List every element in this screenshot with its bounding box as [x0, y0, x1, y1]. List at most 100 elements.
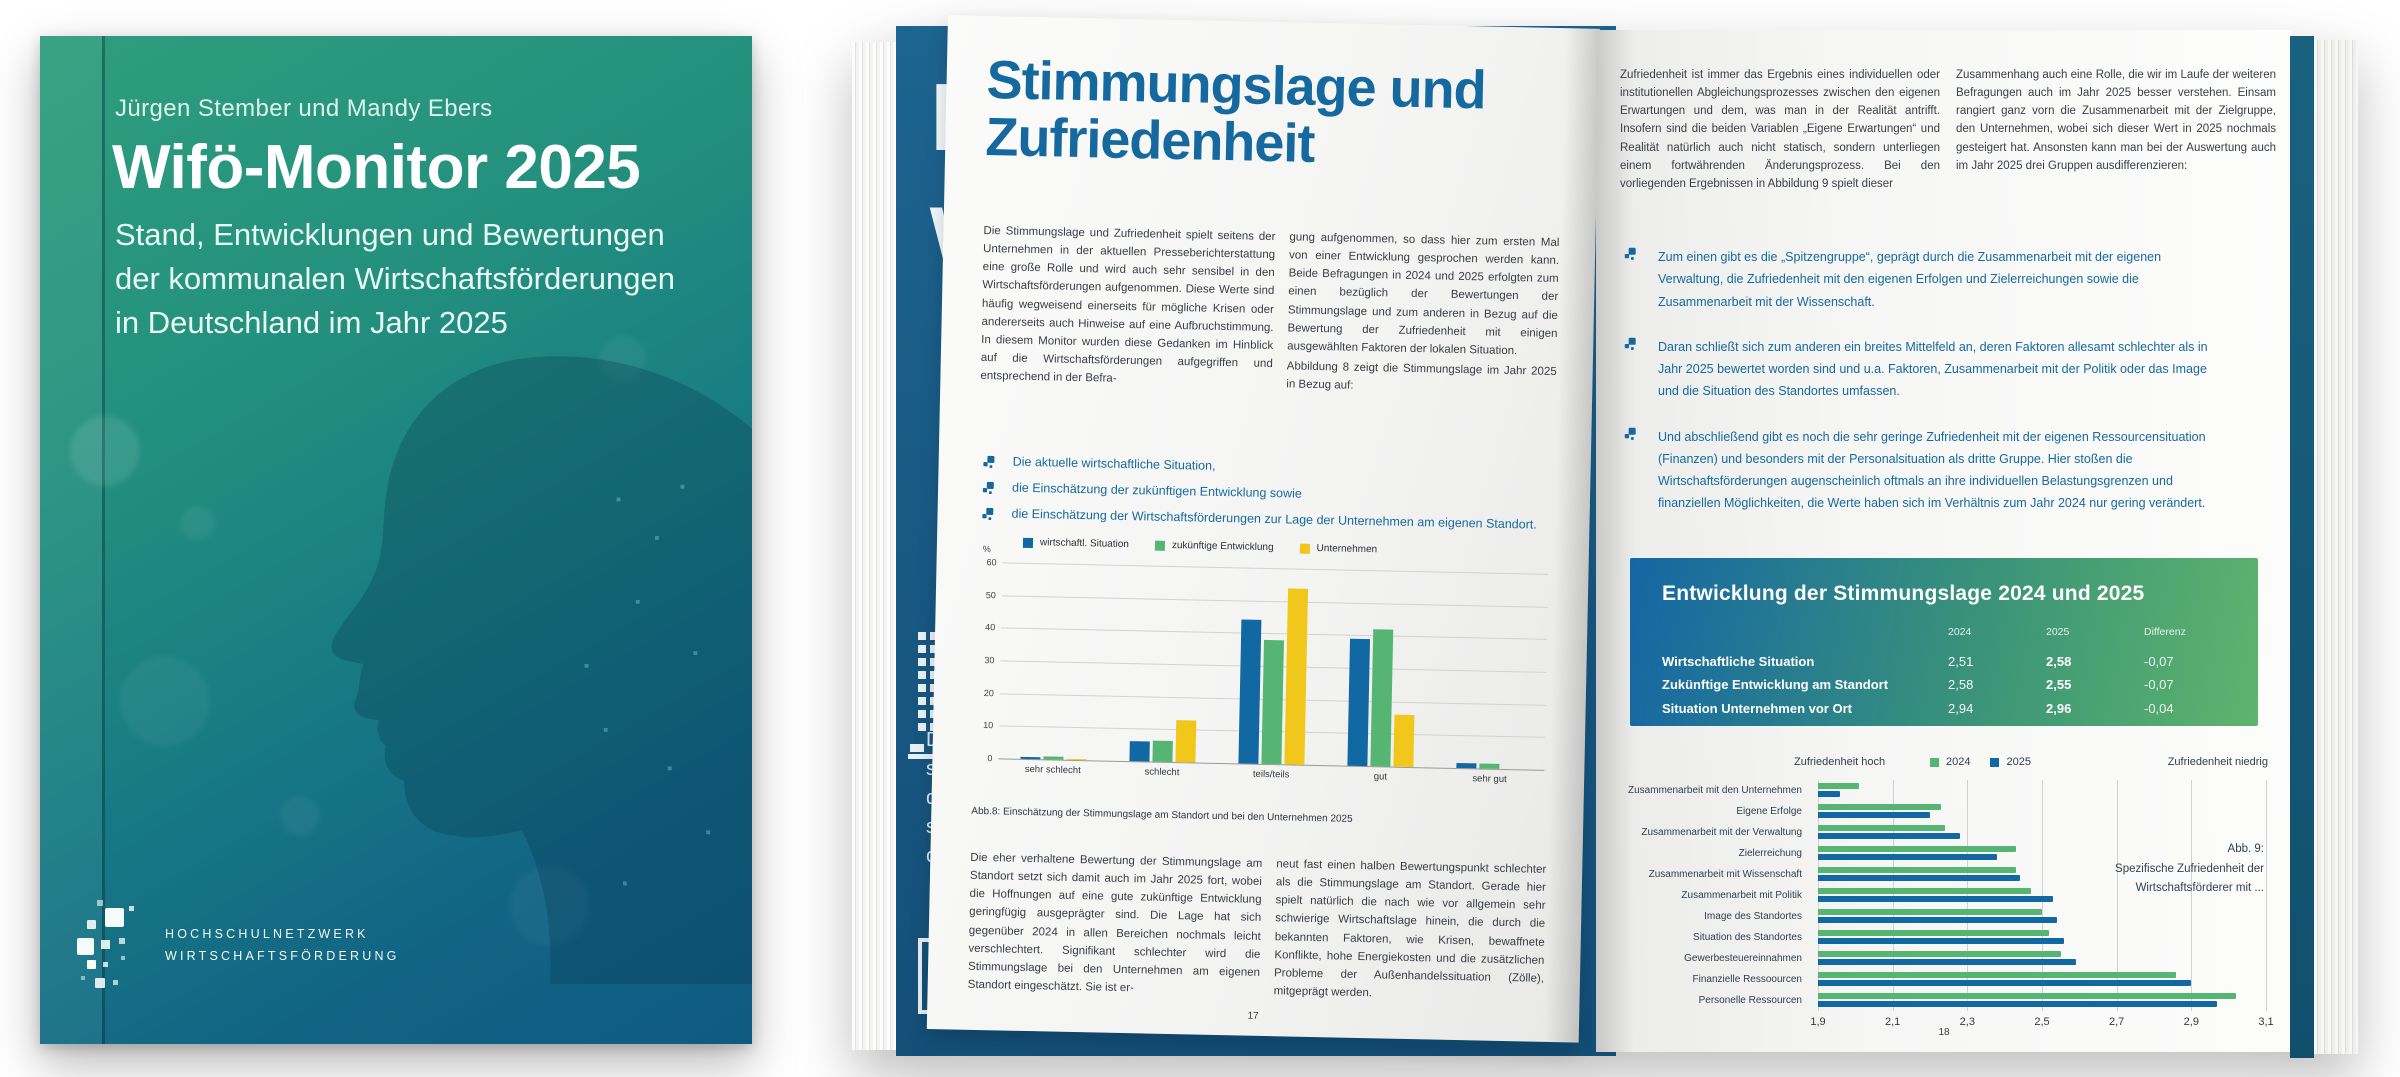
bar	[1818, 783, 1860, 789]
category-label: Zusammenarbeit mit Politik	[1681, 890, 1802, 901]
bar	[1238, 619, 1262, 764]
legend-label: wirtschaftl. Situation	[1039, 537, 1130, 551]
row-label: Situation Unternehmen vor Ort	[1662, 700, 1852, 716]
legend-item: 2024	[1930, 756, 1970, 768]
logo-line: WIRTSCHAFTSFÖRDERUNG	[165, 949, 400, 963]
bar-row	[1818, 801, 2266, 825]
figure-9-hbar-chart: Zufriedenheit hoch 2024 2025 Zufriedenhei…	[1620, 754, 2274, 1028]
bar	[1818, 791, 1841, 797]
bar	[1818, 951, 2061, 957]
annotation-line: Wirtschaftsförderer mit ...	[2135, 882, 2264, 895]
value-2024: 2,51	[1948, 654, 1974, 669]
category-label: Zusammenarbeit mit der Verwaltung	[1641, 827, 1802, 838]
bullet-text: Daran schließt sich zum anderen ein brei…	[1658, 339, 2208, 399]
bokeh-decoration	[180, 506, 214, 540]
table-header-cell: Differenz	[2144, 626, 2186, 638]
x-category-label: sehr schlecht	[1024, 763, 1081, 777]
value-diff: -0,07	[2144, 654, 2174, 669]
x-tick-label: 3,1	[2258, 1016, 2274, 1028]
legend-label: zukünftige Entwicklung	[1171, 539, 1274, 554]
cover-subtitle-line: in Deutschland im Jahr 2025	[115, 305, 508, 341]
bullet-text: die Einschätzung der Wirtschaftsförderun…	[1011, 506, 1537, 532]
table-header-cell: 2024	[1948, 626, 1972, 638]
table-header-cell: 2025	[2046, 626, 2070, 638]
cover-authors: Jürgen Stember und Mandy Ebers	[115, 95, 493, 122]
figure-8-bar-chart: % wirtschaftl. Situation zukünftige Entwi…	[972, 536, 1553, 800]
bar-group: sehr schlecht	[998, 562, 1111, 776]
gridline	[1818, 780, 1819, 1011]
bar-row	[1818, 948, 2266, 972]
paragraph: Zufriedenheit ist immer das Ergebnis ein…	[1620, 69, 1940, 190]
category-label: Zielerreichung	[1738, 848, 1802, 859]
x-tick-label: 2,9	[2183, 1016, 2199, 1028]
tech-head-silhouette-art	[292, 344, 752, 984]
value-diff: -0,07	[2144, 677, 2174, 693]
value-2024: 2,58	[1948, 677, 1974, 693]
gridline	[2042, 780, 2043, 1011]
gridline	[2116, 780, 2118, 1011]
bar	[1370, 629, 1394, 767]
bar	[1818, 888, 2031, 894]
bar	[1818, 980, 2192, 986]
outro-paragraphs: Die eher verhaltene Bewertung der Stimmu…	[968, 849, 1547, 1006]
bar-row	[1818, 927, 2266, 951]
chart-header: Zufriedenheit hoch 2024 2025 Zufriedenhei…	[1620, 754, 2270, 774]
squares-cluster-logo-icon	[75, 898, 153, 994]
logo-line: HOCHSCHULNETZWERK	[165, 927, 369, 942]
annotation-line: Abb. 9:	[2227, 843, 2264, 855]
bar	[1818, 1001, 2218, 1007]
bar	[1818, 825, 1945, 831]
y-tick-label: 20	[983, 687, 994, 698]
intro-paragraphs: Zufriedenheit ist immer das Ergebnis ein…	[1620, 66, 2276, 193]
bar	[1152, 740, 1173, 763]
table-row: Wirtschaftliche Situation 2,51 2,58 -0,07	[1662, 650, 2230, 673]
x-axis-ticks: 1,9 2,1 2,3 2,5 2,7 2,9 3,1	[1810, 1016, 2273, 1032]
category-labels: Zusammenarbeit mit den Unternehmen Eigene…	[1620, 780, 1810, 1011]
x-category-label: teils/teils	[1252, 768, 1290, 781]
bars	[1347, 570, 1418, 768]
network-logo-text: HOCHSCHULNETZWERK WIRTSCHAFTSFÖRDERUNG	[165, 924, 400, 968]
category-label: Eigene Erfolge	[1736, 806, 1802, 817]
bullet-squares-icon	[1624, 247, 1638, 261]
bar	[1284, 588, 1309, 765]
bar-row	[1818, 864, 2266, 888]
annotation-line: Spezifische Zufriedenheit der	[2115, 862, 2264, 875]
bullet-item: Zum einen gibt es die „Spitzengruppe“, g…	[1624, 246, 2214, 313]
category-label: Zusammenarbeit mit den Unternehmen	[1628, 785, 1802, 796]
network-logo: HOCHSCHULNETZWERK WIRTSCHAFTSFÖRDERUNG	[75, 898, 400, 994]
bullet-item: Die aktuelle wirtschaftliche Situation,	[983, 454, 1539, 481]
bar	[1818, 812, 1930, 818]
value-2025: 2,96	[2046, 700, 2072, 716]
y-tick-label: 50	[985, 589, 996, 600]
bullet-item: die Einschätzung der Wirtschaftsförderun…	[981, 506, 1537, 533]
paragraph: neut fast einen halben Bewertungspunkt s…	[1273, 858, 1547, 1000]
bar-group: schlecht	[1108, 565, 1221, 778]
category-label: Personelle Ressourcen	[1698, 995, 1802, 1006]
page-17: Stimmungslage und Zufriedenheit Die Stim…	[926, 15, 1600, 1043]
bar-groups: sehr schlecht schlecht teils/teils gut sehr …	[998, 562, 1548, 785]
bar	[1818, 833, 1960, 839]
bullet-squares-icon	[983, 455, 997, 469]
cover-title: Wifö-Monitor 2025	[112, 133, 641, 202]
row-label: Zukünftige Entwicklung am Standort	[1662, 677, 1889, 693]
bullet-text: Und abschließend gibt es noch die sehr g…	[1658, 429, 2206, 511]
legend-item: Unternehmen	[1299, 542, 1378, 556]
bar-row	[1818, 969, 2266, 993]
x-category-label: schlecht	[1144, 766, 1180, 779]
x-tick-label: 1,9	[1810, 1016, 1826, 1028]
category-label: Gewerbesteuereinnahmen	[1684, 953, 1802, 964]
paragraph: gung aufgenommen, so dass hier zum erste…	[1287, 231, 1560, 358]
legend-swatch-icon	[1154, 540, 1165, 551]
bar	[1818, 875, 2020, 881]
paragraph: Zusammenhang auch eine Rolle, die wir im…	[1956, 69, 2276, 172]
report-cover: Jürgen Stember und Mandy Ebers Wifö-Moni…	[40, 36, 752, 1044]
legend-swatch-icon	[1930, 757, 1939, 767]
legend-item: wirtschaftl. Situation	[1022, 537, 1130, 551]
x-category-label: sehr gut	[1472, 773, 1507, 786]
bar-group: gut	[1326, 569, 1439, 783]
cover-subtitle-line: der kommunalen Wirtschaftsförderungen	[115, 261, 675, 297]
legend-label: Unternehmen	[1316, 542, 1378, 556]
bar	[1818, 993, 2237, 999]
legend-label: 2024	[1946, 756, 1971, 768]
category-label: Zusammenarbeit mit Wissenschaft	[1648, 869, 1802, 880]
